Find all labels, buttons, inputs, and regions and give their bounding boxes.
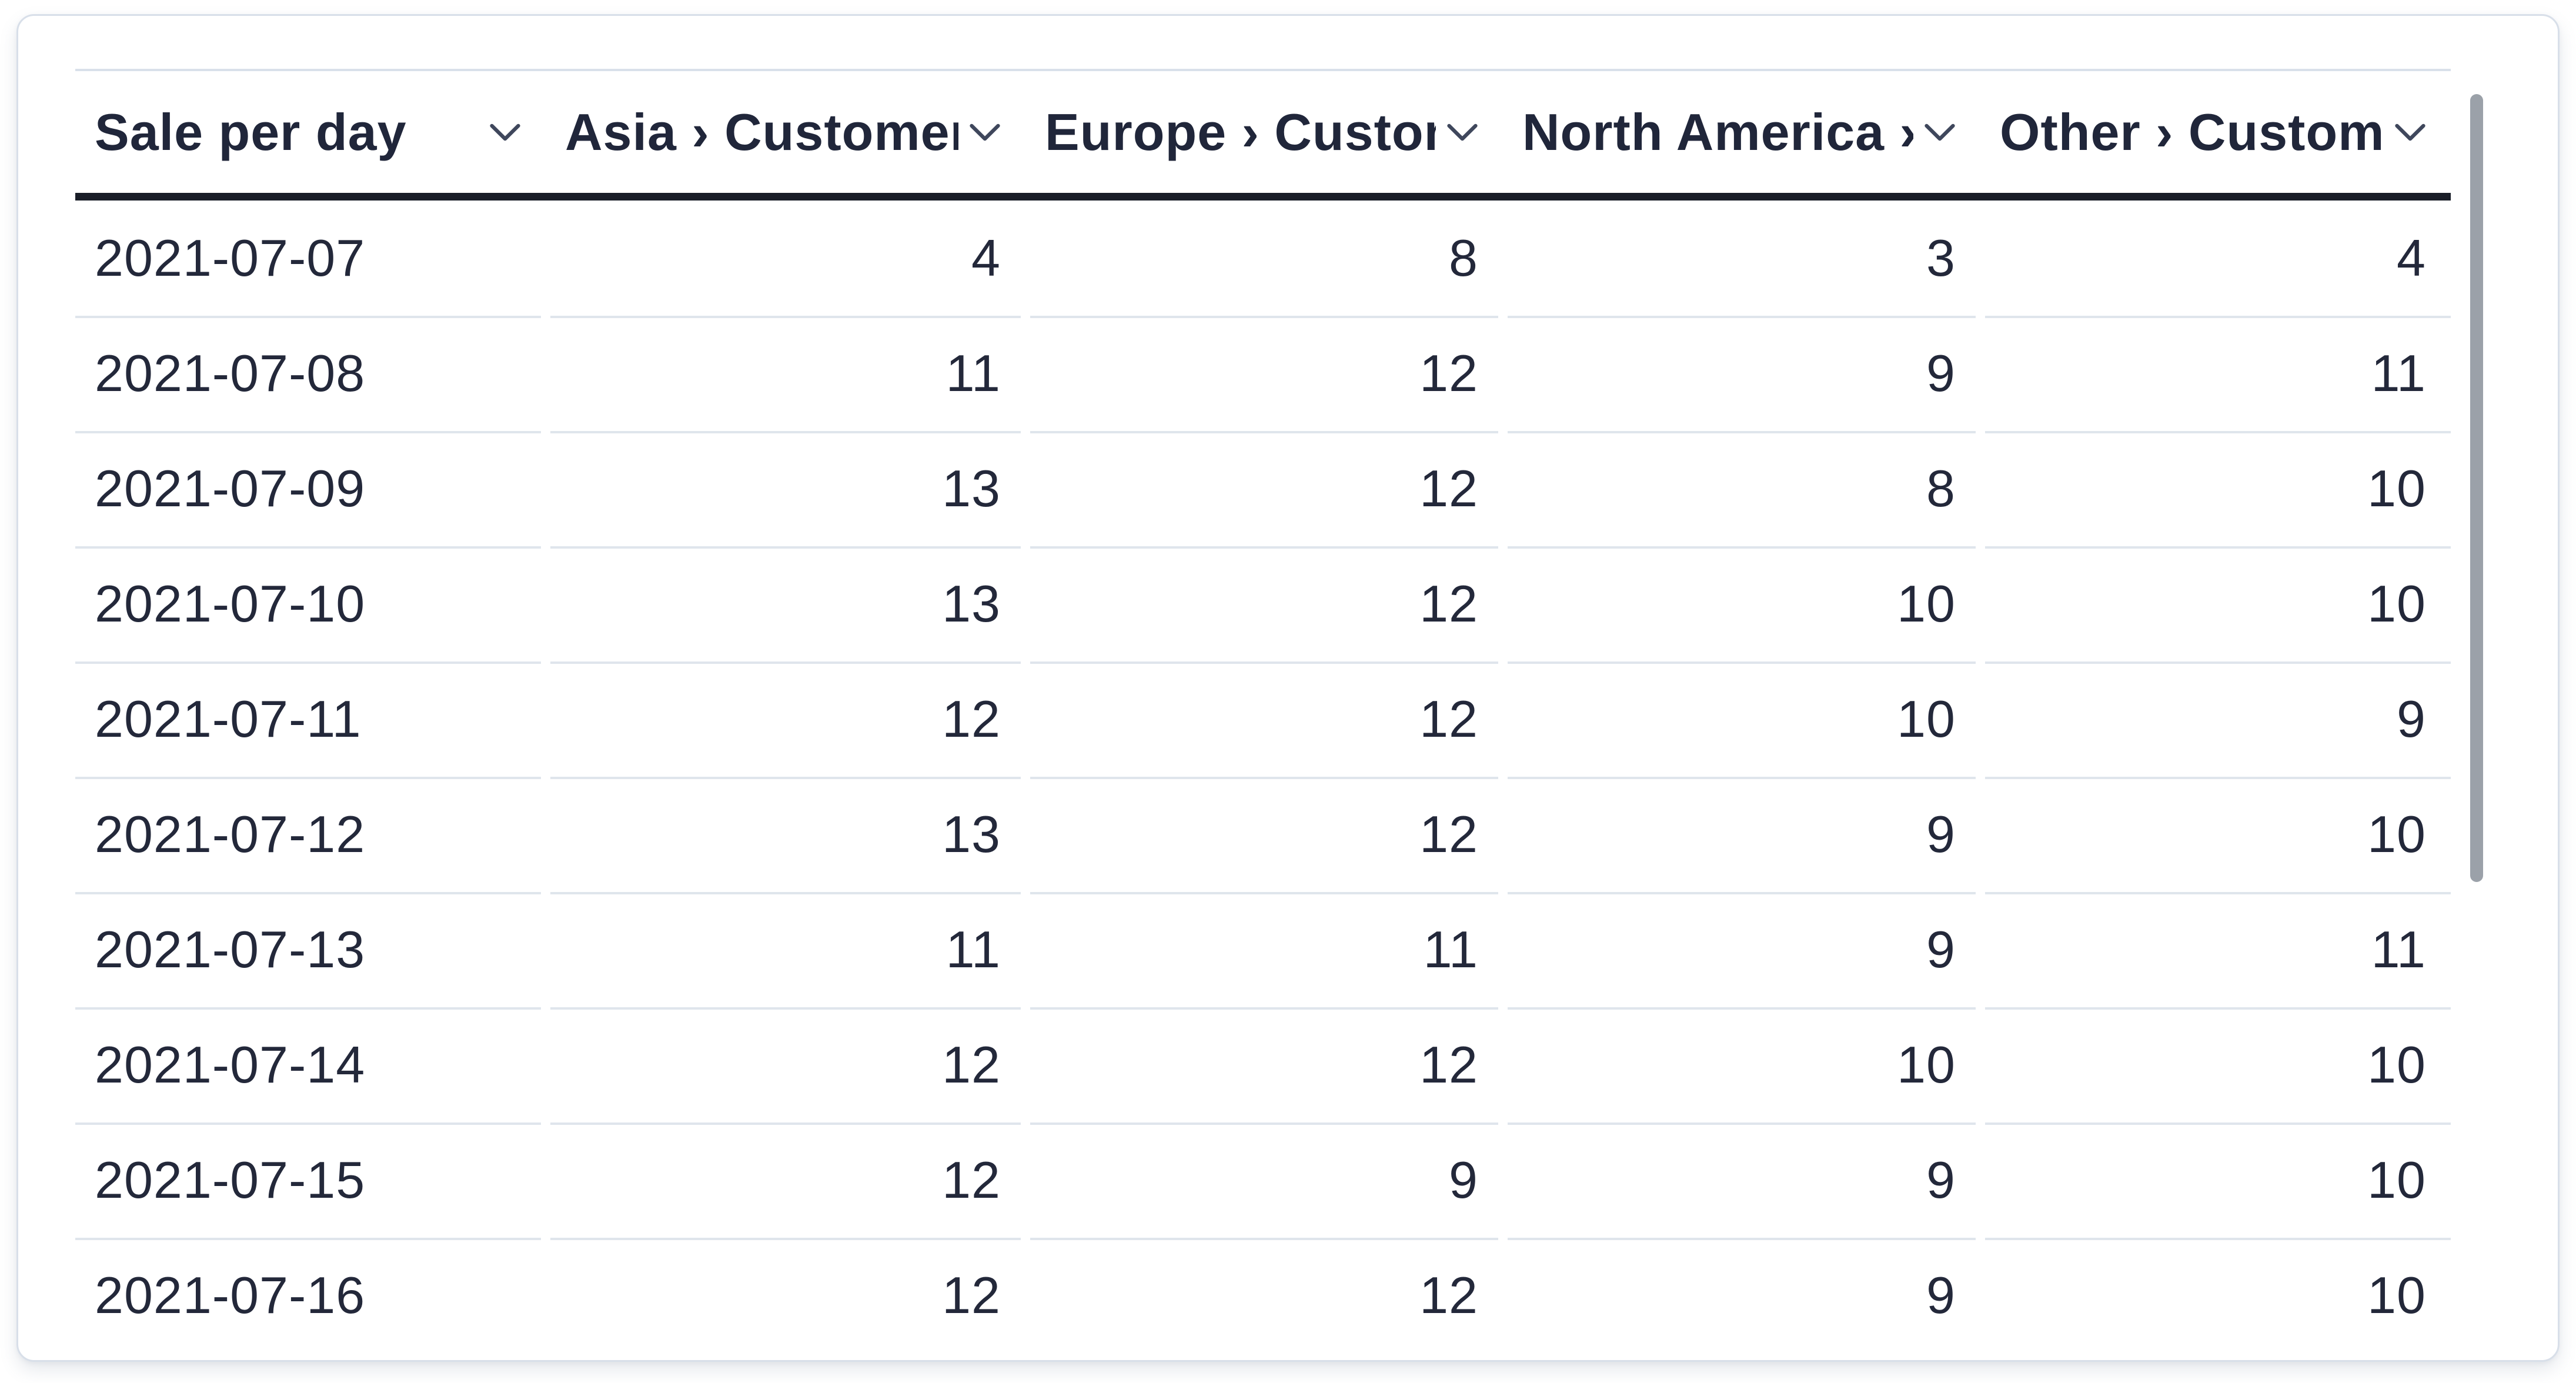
table-row: 2021-07-11 12 12 10 9 xyxy=(75,662,2451,777)
cell-value[interactable]: 13 xyxy=(546,777,1025,892)
cell-date[interactable]: 2021-07-13 xyxy=(75,892,546,1007)
cell-date[interactable]: 2021-07-08 xyxy=(75,316,546,431)
column-header-label: Asia › Customers xyxy=(565,102,958,161)
column-header-4[interactable]: Other › Customers xyxy=(1980,69,2451,201)
cell-date[interactable]: 2021-07-15 xyxy=(75,1123,546,1238)
cell-value[interactable]: 12 xyxy=(1025,431,1503,546)
cell-value[interactable]: 10 xyxy=(1980,431,2451,546)
cell-value[interactable]: 10 xyxy=(1980,546,2451,662)
column-header-content: Sale per day xyxy=(95,102,521,162)
cell-value[interactable]: 10 xyxy=(1503,1007,1980,1123)
table-scroll-area[interactable]: Sale per day Asia › Customers Europe › Cus… xyxy=(75,69,2483,1360)
column-header-content: Europe › Customers xyxy=(1045,102,1478,162)
cell-value[interactable]: 9 xyxy=(1503,1123,1980,1238)
cell-value[interactable]: 10 xyxy=(1980,777,2451,892)
column-header-label: Sale per day xyxy=(95,102,407,161)
cell-value[interactable]: 10 xyxy=(1503,546,1980,662)
cell-date[interactable]: 2021-07-16 xyxy=(75,1238,546,1353)
table-row: 2021-07-15 12 9 9 10 xyxy=(75,1123,2451,1238)
cell-value[interactable]: 12 xyxy=(1025,1007,1503,1123)
cell-value[interactable]: 3 xyxy=(1503,201,1980,316)
table-row: 2021-07-14 12 12 10 10 xyxy=(75,1007,2451,1123)
column-header-label: North America › Customers xyxy=(1522,102,1913,161)
table-row: 2021-07-12 13 12 9 10 xyxy=(75,777,2451,892)
table-row: 2021-07-16 12 12 9 10 xyxy=(75,1238,2451,1353)
cell-value[interactable]: 11 xyxy=(1980,316,2451,431)
cell-value[interactable]: 13 xyxy=(546,546,1025,662)
cell-value[interactable]: 12 xyxy=(546,662,1025,777)
chevron-down-icon[interactable] xyxy=(1446,122,1478,142)
chevron-down-icon[interactable] xyxy=(969,122,1001,142)
cell-date[interactable]: 2021-07-07 xyxy=(75,201,546,316)
vertical-scrollbar-thumb[interactable] xyxy=(2470,94,2483,882)
cell-value[interactable]: 11 xyxy=(1980,892,2451,1007)
cell-value[interactable]: 9 xyxy=(1503,777,1980,892)
column-header-content: Other › Customers xyxy=(2000,102,2426,162)
column-header-content: North America › Customers xyxy=(1522,102,1956,162)
table-row: 2021-07-13 11 11 9 11 xyxy=(75,892,2451,1007)
cell-value[interactable]: 10 xyxy=(1980,1007,2451,1123)
table-row: 2021-07-09 13 12 8 10 xyxy=(75,431,2451,546)
column-header-3[interactable]: North America › Customers xyxy=(1503,69,1980,201)
table-card: Sale per day Asia › Customers Europe › Cus… xyxy=(16,14,2560,1362)
cell-value[interactable]: 9 xyxy=(1025,1123,1503,1238)
table-row: 2021-07-10 13 12 10 10 xyxy=(75,546,2451,662)
cell-value[interactable]: 11 xyxy=(546,892,1025,1007)
cell-value[interactable]: 12 xyxy=(546,1123,1025,1238)
column-header-label: Other › Customers xyxy=(2000,102,2384,161)
cell-value[interactable]: 9 xyxy=(1503,1238,1980,1353)
cell-value[interactable]: 12 xyxy=(1025,316,1503,431)
column-header-2[interactable]: Europe › Customers xyxy=(1025,69,1503,201)
cell-date[interactable]: 2021-07-11 xyxy=(75,662,546,777)
cell-value[interactable]: 12 xyxy=(1025,777,1503,892)
cell-value[interactable]: 12 xyxy=(546,1238,1025,1353)
table-row: 2021-07-07 4 8 3 4 xyxy=(75,201,2451,316)
table-body: 2021-07-07 4 8 3 4 2021-07-08 11 12 9 11 2021-07-0… xyxy=(75,201,2451,1353)
cell-value[interactable]: 9 xyxy=(1980,662,2451,777)
cell-value[interactable]: 12 xyxy=(546,1007,1025,1123)
cell-value[interactable]: 9 xyxy=(1503,316,1980,431)
chevron-down-icon[interactable] xyxy=(1924,122,1956,142)
cell-value[interactable]: 12 xyxy=(1025,546,1503,662)
column-header-label: Europe › Customers xyxy=(1045,102,1436,161)
cell-value[interactable]: 10 xyxy=(1503,662,1980,777)
cell-value[interactable]: 8 xyxy=(1503,431,1980,546)
cell-date[interactable]: 2021-07-09 xyxy=(75,431,546,546)
cell-value[interactable]: 11 xyxy=(1025,892,1503,1007)
cell-value[interactable]: 10 xyxy=(1980,1123,2451,1238)
chevron-down-icon[interactable] xyxy=(2394,122,2426,142)
cell-value[interactable]: 12 xyxy=(1025,662,1503,777)
cell-value[interactable]: 4 xyxy=(546,201,1025,316)
column-header-0[interactable]: Sale per day xyxy=(75,69,546,201)
cell-value[interactable]: 4 xyxy=(1980,201,2451,316)
cell-date[interactable]: 2021-07-14 xyxy=(75,1007,546,1123)
column-header-content: Asia › Customers xyxy=(565,102,1001,162)
cell-date[interactable]: 2021-07-10 xyxy=(75,546,546,662)
table-row: 2021-07-08 11 12 9 11 xyxy=(75,316,2451,431)
cell-value[interactable]: 13 xyxy=(546,431,1025,546)
cell-value[interactable]: 9 xyxy=(1503,892,1980,1007)
cell-value[interactable]: 8 xyxy=(1025,201,1503,316)
column-header-1[interactable]: Asia › Customers xyxy=(546,69,1025,201)
cell-value[interactable]: 11 xyxy=(546,316,1025,431)
header-row: Sale per day Asia › Customers Europe › Cus… xyxy=(75,69,2451,201)
cell-value[interactable]: 12 xyxy=(1025,1238,1503,1353)
cell-value[interactable]: 10 xyxy=(1980,1238,2451,1353)
sales-table: Sale per day Asia › Customers Europe › Cus… xyxy=(75,69,2451,1353)
cell-date[interactable]: 2021-07-12 xyxy=(75,777,546,892)
chevron-down-icon[interactable] xyxy=(489,122,521,142)
